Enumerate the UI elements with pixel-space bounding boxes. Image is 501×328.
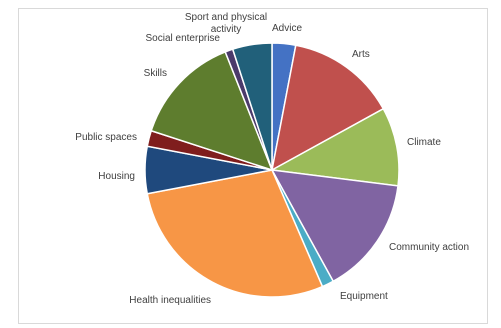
pie-label-climate: Climate xyxy=(407,137,441,148)
pie-slices xyxy=(144,42,400,298)
pie-label-sport-and-physical-activity: Sport and physical activity xyxy=(185,12,267,35)
pie-label-social-enterprise: Social enterprise xyxy=(146,33,221,44)
pie-label-public-spaces: Public spaces xyxy=(75,132,137,143)
pie-slice-community-action xyxy=(270,169,399,283)
pie-slice-skills xyxy=(150,50,274,172)
pie-slice-climate xyxy=(269,107,400,187)
pie-label-equipment: Equipment xyxy=(340,291,388,302)
pie-labels: Advice Arts Climate Community action Equipme… xyxy=(75,12,469,306)
pie-slice-arts xyxy=(270,44,385,172)
pie-label-health-inequalities: Health inequalities xyxy=(129,295,211,306)
pie-label-advice: Advice xyxy=(272,23,302,34)
pie-label-arts: Arts xyxy=(352,49,370,60)
pie-label-housing: Housing xyxy=(98,171,135,182)
pie-label-skills: Skills xyxy=(144,68,167,79)
pie-label-community-action: Community action xyxy=(389,242,469,253)
pie-slice-health-inequalities xyxy=(146,169,324,298)
pie-slice-sport-and-physical-activity xyxy=(231,42,273,171)
